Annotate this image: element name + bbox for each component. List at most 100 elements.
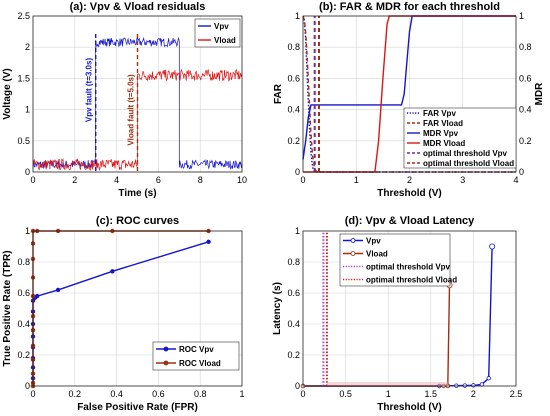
y-tick-label: 0.2 [17, 350, 30, 360]
data-point [471, 383, 476, 388]
axes-frame [32, 230, 243, 387]
legend-label: Vpv [214, 22, 229, 31]
legend-label: MDR Vload [423, 139, 465, 148]
data-point [489, 243, 496, 250]
legend-marker [350, 251, 356, 256]
series-line-1 [302, 15, 516, 173]
data-point [55, 287, 61, 293]
series-line-1 [303, 285, 451, 387]
legend-box [339, 233, 451, 287]
x-tick-label: 1.5 [425, 389, 438, 399]
y-axis-label: Voltage (V) [2, 68, 13, 119]
legend-label: optimal threshold Vload [423, 159, 514, 168]
y-right-tick-label: 0 [519, 167, 524, 177]
legend-label: FAR Vpv [423, 109, 456, 118]
data-point [110, 269, 115, 274]
legend-marker [350, 238, 356, 243]
data-point [486, 376, 491, 381]
y-right-tick-label: 0.8 [519, 42, 532, 52]
x-tick-label: 6 [156, 175, 161, 185]
x-tick-label: 2 [471, 389, 476, 399]
y-tick-label: 1 [295, 226, 300, 236]
y-axis-label: Latency (s) [272, 282, 283, 335]
data-point [34, 293, 40, 299]
x-tick-label: 1 [386, 389, 391, 399]
y-right-tick-label: 0.6 [519, 73, 532, 83]
chart-a: Vpv fault (t=3.0s) Vload fault (t=5.0s) 0 2… [2, 1, 247, 199]
y-axis-label: True Positive Rate (TPR) [2, 250, 13, 366]
legend-box [403, 107, 517, 169]
axes-frame [32, 15, 243, 173]
y-tick-label: 0.6 [287, 73, 300, 83]
y-tick-label: 0.4 [17, 319, 30, 329]
x-tick-label: 0 [300, 389, 305, 399]
y-tick-label: 0 [25, 381, 30, 391]
y-right-axis-label: MDR [534, 82, 545, 106]
y-tick-label: 1 [25, 226, 30, 236]
x-axis-label: False Positive Rate (FPR) [77, 402, 198, 413]
chart-c: 0 0.2 0.4 0.6 0.8 1 0 0.2 0.4 0.6 0.8 1 (c): ROC cur… [2, 215, 245, 413]
y-tick-label: 0.8 [287, 42, 300, 52]
x-axis-label: Threshold (V) [377, 188, 441, 199]
fault-annotation: Vload fault (t=5.0s) [127, 74, 136, 146]
legend: ROC Vpv ROC Vload [152, 341, 240, 371]
x-tick-label: 0.6 [152, 389, 165, 399]
x-tick-label: 0.5 [339, 389, 352, 399]
x-tick-label: 3 [460, 175, 465, 185]
x-tick-label: 0 [300, 175, 305, 185]
x-tick-label: 1 [239, 389, 244, 399]
fault-annotation: Vpv fault (t=3.0s) [85, 58, 94, 123]
chart-d: 0 0.5 1 1.5 2 2.5 0 0.2 0.4 0.6 0.8 1 (d): Vpv & Vlo… [272, 215, 522, 413]
legend-marker [163, 360, 169, 366]
y-tick-label: 0 [295, 167, 300, 177]
axes-frame [302, 15, 517, 173]
y-tick-label: 1 [25, 105, 30, 115]
legend-label: MDR Vpv [423, 129, 459, 138]
legend-box [152, 341, 240, 371]
chart-title: (d): Vpv & Vload Latency [345, 215, 475, 227]
x-tick-label: 2.5 [510, 389, 523, 399]
y-tick-label: 0.6 [287, 288, 300, 298]
y-tick-label: 0.6 [17, 288, 30, 298]
y-right-tick-label: 0.4 [519, 105, 532, 115]
legend-label: FAR Vload [423, 119, 463, 128]
y-tick-label: 2.5 [17, 11, 30, 21]
legend-box [194, 18, 241, 48]
x-tick-label: 0.8 [194, 389, 207, 399]
legend-label: Vload [214, 36, 236, 45]
chart-title: (b): FAR & MDR for each threshold [319, 1, 500, 13]
series-line-2 [302, 15, 516, 160]
y-tick-label: 0 [25, 167, 30, 177]
legend: Vpv Vload [194, 18, 241, 48]
legend-label: ROC Vpv [179, 345, 214, 354]
y-tick-label: 0.2 [287, 136, 300, 146]
y-tick-label: 0 [295, 381, 300, 391]
legend-label: ROC Vload [179, 359, 221, 368]
legend-marker [163, 346, 169, 352]
legend-label: Vpv [366, 237, 381, 246]
x-tick-label: 10 [237, 175, 247, 185]
x-axis-label: Threshold (V) [377, 402, 441, 413]
x-tick-label: 4 [114, 175, 119, 185]
y-right-tick-label: 0.2 [519, 136, 532, 146]
y-right-tick-label: 1 [519, 11, 524, 21]
x-tick-label: 0 [30, 389, 35, 399]
y-tick-label: 0.4 [287, 319, 300, 329]
legend-label: optimal threshold Vpv [366, 263, 451, 272]
x-tick-label: 1 [354, 175, 359, 185]
data-point [206, 239, 211, 245]
shaded-band [326, 382, 448, 386]
legend: Vpv Vload optimal threshold Vpv optimal thr… [339, 233, 457, 287]
x-tick-label: 0.2 [69, 389, 82, 399]
x-tick-label: 2 [407, 175, 412, 185]
x-tick-label: 8 [198, 175, 203, 185]
y-tick-label: 0.5 [17, 136, 30, 146]
data-point [462, 383, 468, 388]
y-tick-label: 0.2 [287, 350, 300, 360]
legend-label: optimal threshold Vpv [423, 149, 508, 158]
x-tick-label: 2 [72, 175, 77, 185]
y-tick-label: 2 [25, 42, 30, 52]
